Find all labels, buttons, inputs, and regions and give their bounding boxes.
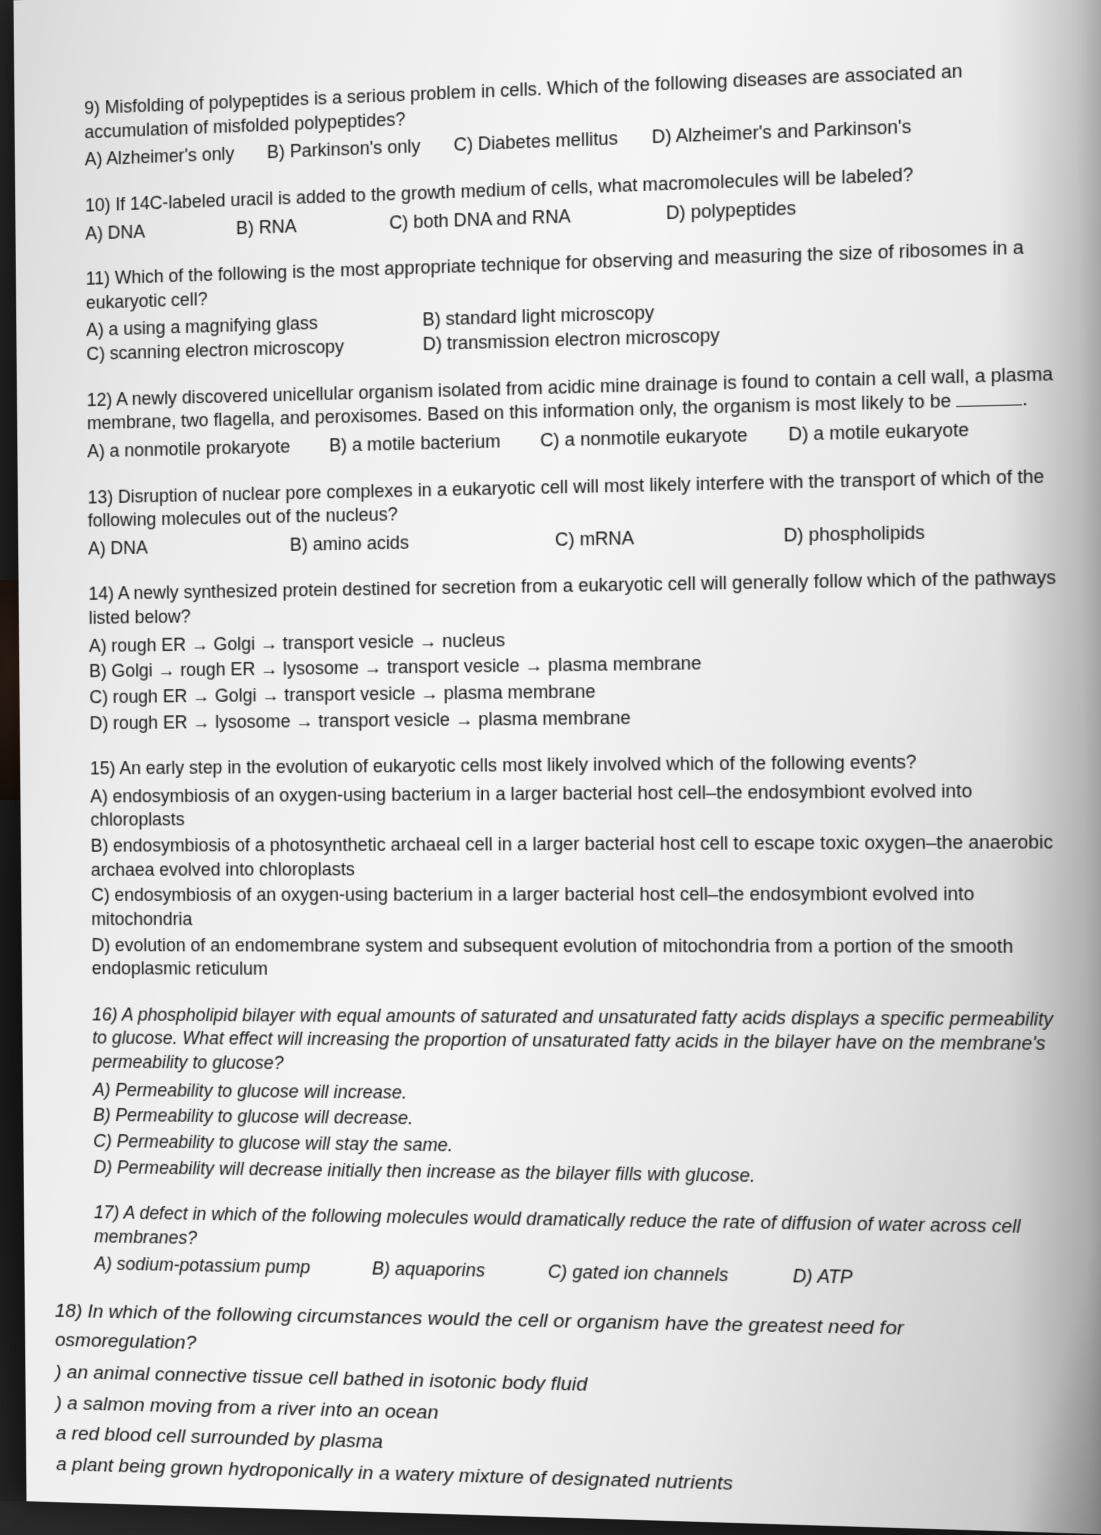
question-18: 18) In which of the following circumstan… — [55, 1298, 1066, 1509]
question-options: A) rough ER → Golgi → transport vesicle … — [89, 620, 1058, 735]
question-14: 14) A newly synthesized protein destined… — [88, 566, 1058, 735]
question-stem: 15) An early step in the evolution of eu… — [90, 749, 1059, 781]
question-11: 11) Which of the following is the most a… — [86, 235, 1055, 367]
question-text: A defect in which of the following molec… — [94, 1203, 1021, 1248]
option-c: C) both DNA and RNA — [389, 204, 571, 235]
question-stem: 16) A phospholipid bilayer with equal am… — [92, 1003, 1061, 1082]
question-number: 9) — [84, 98, 100, 119]
question-number: 14) — [88, 584, 114, 605]
option-a: A) sodium-potassium pump — [94, 1253, 310, 1281]
question-9: 9) Misfolding of polypeptides is a serio… — [84, 56, 1053, 173]
fill-blank — [956, 389, 1022, 407]
question-number: 17) — [94, 1202, 120, 1222]
option-b: B) a motile bacterium — [329, 430, 501, 458]
option-d: D) phospholipids — [783, 521, 924, 548]
option-b: B) aquaporins — [372, 1258, 485, 1284]
question-12: 12) A newly discovered unicellular organ… — [87, 362, 1056, 464]
exam-paper: 9) Misfolding of polypeptides is a serio… — [13, 0, 1101, 1535]
question-10: 10) If 14C-labeled uracil is added to th… — [85, 158, 1053, 246]
question-number: 13) — [88, 486, 114, 507]
question-number: 10) — [85, 194, 111, 215]
option-b: B) Parkinson's only — [267, 135, 421, 165]
question-13: 13) Disruption of nuclear pore complexes… — [88, 464, 1057, 561]
question-text: A newly synthesized protein destined for… — [89, 567, 1056, 628]
option-c: C) mRNA — [555, 527, 634, 553]
option-d: D) a motile eukaryote — [788, 418, 969, 447]
option-b: B) endosymbiosis of a photosynthetic arc… — [91, 830, 1060, 882]
option-c: C) a nonmotile eukaryote — [540, 424, 748, 453]
question-options: A) Permeability to glucose will increase… — [93, 1078, 1063, 1192]
option-a: A) endosymbiosis of an oxygen-using bact… — [90, 779, 1059, 833]
question-number: 12) — [87, 389, 113, 410]
option-d: D) Alzheimer's and Parkinson's — [652, 115, 912, 150]
question-options: ) an animal connective tissue cell bathe… — [55, 1359, 1065, 1509]
option-c: C) Diabetes mellitus — [454, 127, 618, 158]
option-a: A) DNA — [88, 536, 148, 561]
question-number: 18) — [55, 1301, 83, 1323]
question-text-post: . — [1022, 389, 1028, 410]
option-b: B) RNA — [236, 214, 297, 240]
question-number: 15) — [90, 758, 116, 778]
question-options: A) endosymbiosis of an oxygen-using bact… — [90, 779, 1060, 985]
question-17: 17) A defect in which of the following m… — [94, 1201, 1064, 1294]
question-stem: 14) A newly synthesized protein destined… — [88, 566, 1057, 630]
question-16: 16) A phospholipid bilayer with equal am… — [92, 1003, 1062, 1192]
question-15: 15) An early step in the evolution of eu… — [90, 749, 1061, 984]
option-d: D) ATP — [793, 1265, 853, 1291]
option-b: B) amino acids — [290, 531, 409, 557]
question-number: 11) — [86, 268, 110, 289]
option-a: A) DNA — [85, 220, 145, 246]
option-c: C) gated ion channels — [548, 1261, 729, 1289]
question-text: In which of the following circumstances … — [55, 1301, 904, 1353]
option-c: C) endosymbiosis of an oxygen-using bact… — [91, 882, 1060, 932]
option-d: D) evolution of an endomembrane system a… — [91, 934, 1060, 985]
question-text: A phospholipid bilayer with equal amount… — [92, 1004, 1053, 1073]
question-text: An early step in the evolution of eukary… — [119, 752, 916, 779]
option-a: A) Alzheimer's only — [85, 143, 235, 173]
option-a: A) a nonmotile prokaryote — [87, 435, 290, 464]
question-number: 16) — [92, 1004, 118, 1024]
option-d: D) polypeptides — [666, 196, 796, 225]
